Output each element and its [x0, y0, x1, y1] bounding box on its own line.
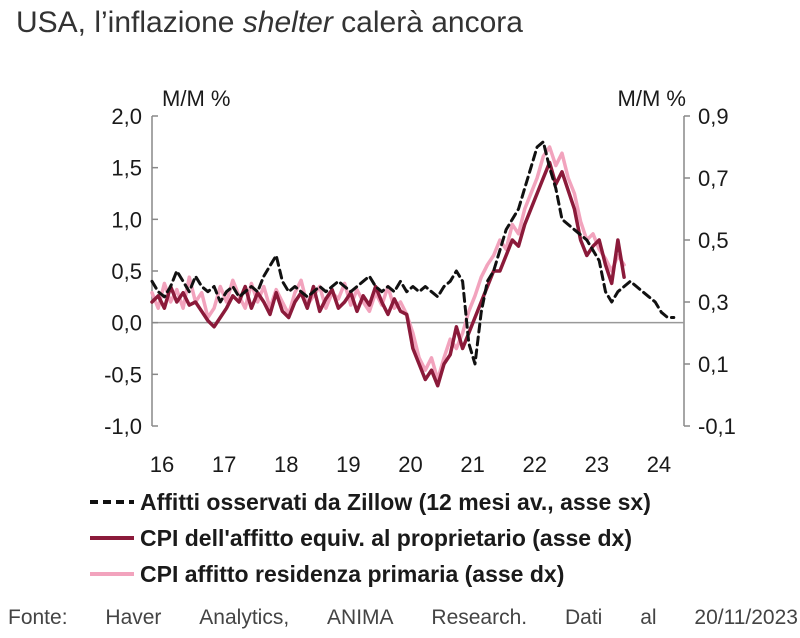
x-tick-label: 24: [647, 452, 671, 477]
y-left-tick-label: 1,0: [111, 207, 142, 232]
series-lines: [150, 140, 676, 388]
y-left-tick-label: 1,5: [111, 156, 142, 181]
y-right-axis-label: M/M %: [618, 86, 686, 111]
source-word: Dati: [564, 606, 603, 629]
y-left-tick-label: 0,5: [111, 259, 142, 284]
y-right-tick-label: 0,5: [698, 228, 729, 253]
axes: -1,0 -0,5 0,0 0,5 1,0 1,5 2,0 -0,1 0,1 0,3 0,5 0,7 0…: [104, 86, 736, 477]
legend-label: CPI affitto residenza primaria (asse dx): [140, 560, 565, 587]
x-tick-label: 16: [150, 452, 174, 477]
source-word: Fonte:: [8, 606, 68, 629]
y-right-tick-label: 0,1: [698, 352, 729, 377]
legend: Affitti osservati da Zillow (12 mesi av.…: [86, 484, 651, 592]
y-left-tick-label: -0,5: [104, 362, 142, 387]
x-tick-label: 20: [398, 452, 422, 477]
y-left-axis-label: M/M %: [162, 86, 230, 111]
chart-title: USA, l’inflazione shelter calerà ancora: [16, 6, 523, 39]
source-word: Research.: [431, 606, 528, 629]
series-line-2: [150, 145, 626, 382]
legend-item: CPI affitto residenza primaria (asse dx): [86, 556, 651, 592]
y-right-tick-label: 0,3: [698, 290, 729, 315]
source-note: Fonte: Haver Analytics, ANIMA Research. Dati a…: [8, 606, 798, 630]
source-word: 20/11/2023: [694, 606, 798, 629]
legend-swatch: [90, 572, 134, 576]
legend-label: CPI dell'affitto equiv. al proprietario …: [140, 524, 632, 551]
x-tick-label: 23: [585, 452, 609, 477]
y-right-tick-label: 0,7: [698, 166, 729, 191]
series-line-0: [150, 140, 676, 366]
x-tick-label: 18: [274, 452, 298, 477]
x-tick-label: 17: [212, 452, 236, 477]
x-tick-label: 22: [522, 452, 546, 477]
source-word: ANIMA: [327, 606, 394, 629]
source-word: Haver: [105, 606, 162, 629]
legend-swatch: [90, 536, 134, 540]
x-tick-label: 19: [336, 452, 360, 477]
y-left-tick-label: 2,0: [111, 104, 142, 129]
series-line-1: [150, 160, 626, 388]
legend-label: Affitti osservati da Zillow (12 mesi av.…: [140, 488, 651, 515]
y-left-tick-label: -1,0: [104, 414, 142, 439]
x-tick-label: 21: [460, 452, 484, 477]
legend-item: CPI dell'affitto equiv. al proprietario …: [86, 520, 651, 556]
y-right-tick-label: 0,9: [698, 104, 729, 129]
source-word: Analytics,: [199, 606, 290, 629]
chart-canvas: -1,0 -0,5 0,0 0,5 1,0 1,5 2,0 -0,1 0,1 0,3 0,5 0,7 0…: [104, 86, 736, 477]
legend-item: Affitti osservati da Zillow (12 mesi av.…: [86, 484, 651, 520]
y-right-tick-label: -0,1: [698, 414, 736, 439]
y-left-tick-label: 0,0: [111, 311, 142, 336]
source-word: al: [640, 606, 657, 629]
legend-swatch: [90, 500, 134, 504]
